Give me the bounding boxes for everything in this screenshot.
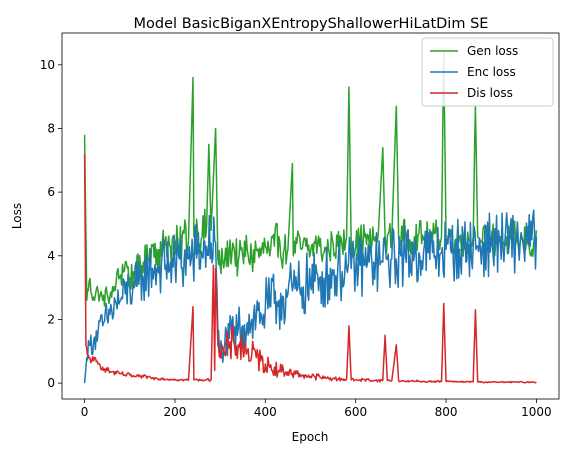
x-tick-label: 200 (164, 405, 187, 419)
plot-lines (83, 51, 538, 384)
y-tick-label: 2 (47, 312, 55, 326)
x-tick-label: 0 (81, 405, 89, 419)
y-tick-label: 8 (47, 121, 55, 135)
y-axis: 0 2 4 6 8 10 (40, 58, 62, 390)
plot-frame (61, 32, 560, 400)
legend-label: Enc loss (467, 65, 516, 79)
y-tick-label: 0 (47, 376, 55, 390)
x-tick-label: 600 (344, 405, 367, 419)
legend-label: Dis loss (467, 86, 513, 100)
x-axis: 0 200 400 600 800 1000 (81, 399, 552, 419)
chart-title: Model BasicBiganXEntropyShallowerHiLatDi… (134, 16, 489, 32)
legend: Gen loss Enc loss Dis loss (421, 37, 554, 107)
x-tick-label: 1000 (521, 405, 552, 419)
y-tick-label: 4 (47, 249, 55, 263)
x-tick-label: 400 (254, 405, 277, 419)
series-line-enc-loss (83, 209, 538, 384)
legend-label: Gen loss (467, 44, 518, 58)
legend-box (421, 37, 554, 107)
y-tick-label: 10 (40, 58, 55, 72)
y-tick-label: 6 (47, 185, 55, 199)
y-axis-label: Loss (10, 203, 24, 229)
x-axis-label: Epoch (292, 430, 329, 444)
x-tick-label: 800 (435, 405, 458, 419)
series-line-dis-loss (83, 153, 537, 384)
series-line-gen-loss (83, 51, 538, 307)
